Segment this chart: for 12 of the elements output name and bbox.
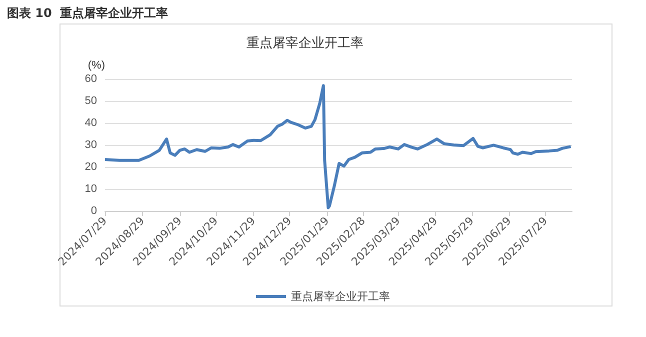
y-tick-label: 10 <box>84 183 97 195</box>
y-tick-label: 50 <box>84 95 97 107</box>
y-tick-label: 40 <box>84 117 97 129</box>
y-tick-label: 30 <box>84 139 97 151</box>
line-series <box>104 84 572 210</box>
y-axis-title: (%) <box>88 60 105 72</box>
chart-title: 图表 10 重点屠宰企业开工率 <box>7 6 168 20</box>
y-tick-label: 0 <box>90 205 97 217</box>
chart-subtitle: 重点屠宰企业开工率 <box>246 35 364 51</box>
y-tick-label: 60 <box>84 73 97 85</box>
legend-label: 重点屠宰企业开工率 <box>291 290 390 303</box>
y-tick-label: 20 <box>84 161 97 173</box>
